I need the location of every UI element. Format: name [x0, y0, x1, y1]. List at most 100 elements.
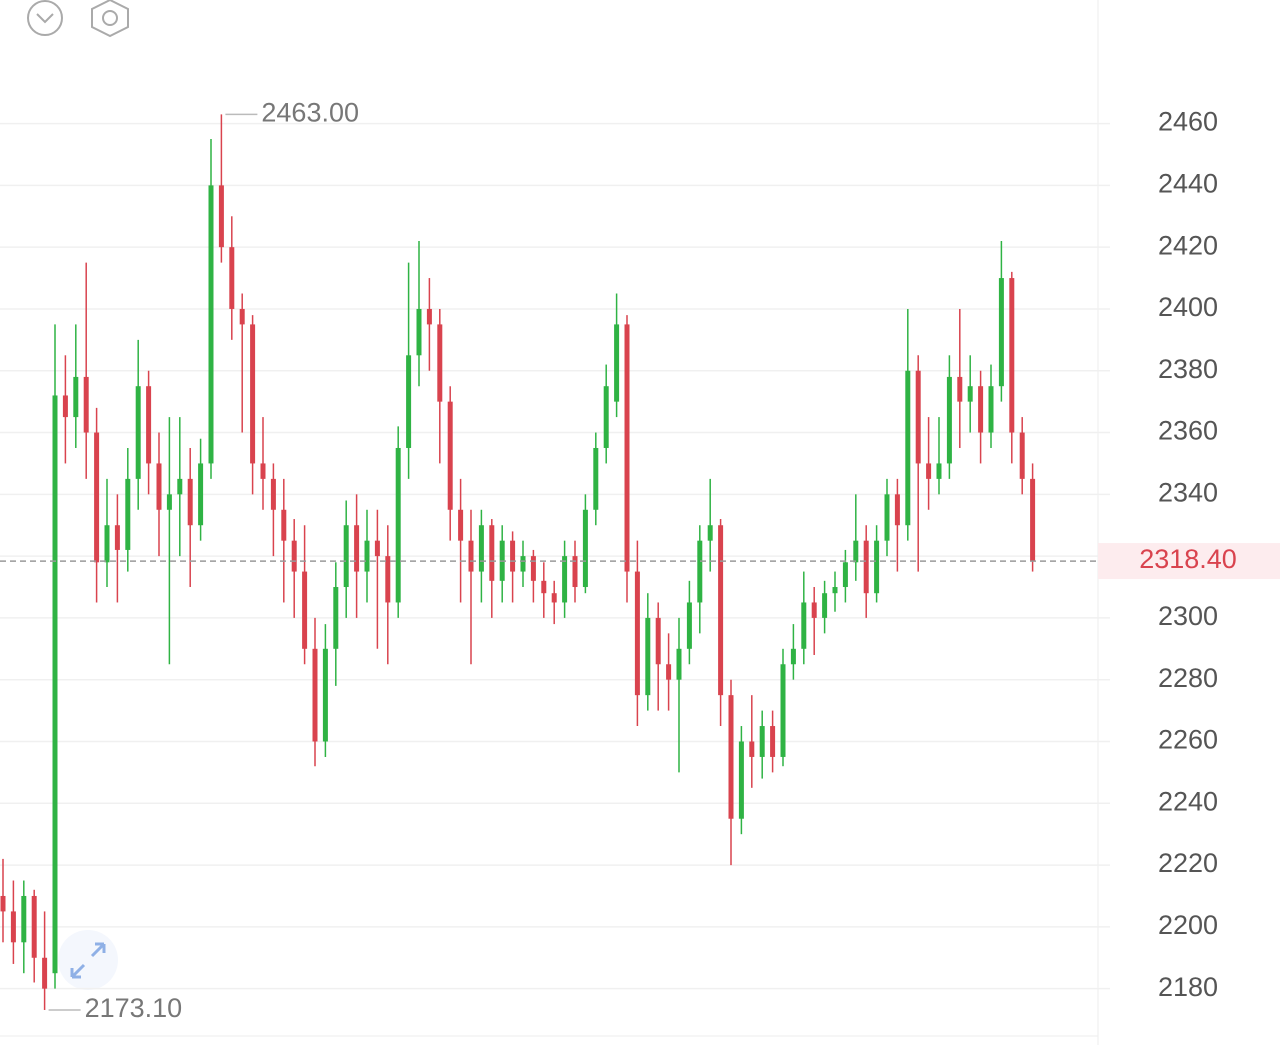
candle-body — [10, 911, 16, 943]
candle-body — [801, 602, 807, 649]
candle-body — [229, 247, 235, 309]
candle-body — [759, 726, 765, 757]
candle-body — [530, 556, 536, 581]
candle-body — [447, 401, 453, 510]
candle-body — [645, 617, 651, 696]
candle-body — [624, 324, 630, 572]
candle-body — [125, 478, 131, 550]
candle-body — [218, 185, 224, 248]
candle-body — [52, 395, 58, 974]
candle-body — [385, 556, 391, 603]
candle-body — [832, 587, 838, 594]
candle-body — [437, 324, 443, 402]
candle-body — [988, 386, 994, 433]
candle-body — [468, 540, 474, 572]
candle-body — [842, 562, 848, 588]
candle-body — [208, 185, 214, 464]
y-tick-label: 2440 — [1158, 168, 1218, 198]
candle-body — [270, 478, 276, 510]
candle-body — [322, 648, 328, 742]
y-tick-label: 2260 — [1158, 725, 1218, 755]
candle-body — [458, 509, 464, 541]
annotation-label: 2463.00 — [261, 97, 359, 127]
candle-body — [291, 540, 297, 572]
y-tick-label: 2180 — [1158, 972, 1218, 1002]
candle-body — [780, 664, 786, 757]
candle-body — [374, 540, 380, 557]
candle-body — [936, 463, 942, 479]
candle-body — [333, 587, 339, 649]
candle-body — [655, 617, 661, 665]
candle-body — [260, 463, 266, 479]
y-tick-label: 2380 — [1158, 354, 1218, 384]
candle-body — [239, 308, 245, 325]
candle-body — [676, 648, 682, 680]
candle-body — [884, 494, 890, 541]
candle-body — [510, 540, 516, 572]
y-tick-label: 2340 — [1158, 477, 1218, 507]
candle-body — [697, 540, 703, 603]
candle-body — [489, 525, 495, 581]
candle-body — [822, 593, 828, 618]
candle-body — [302, 571, 308, 649]
candle-body — [31, 895, 37, 958]
y-tick-label: 2220 — [1158, 848, 1218, 878]
candle-body — [73, 376, 79, 418]
dropdown-icon[interactable] — [27, 0, 63, 36]
candle-body — [603, 386, 609, 448]
candle-body — [915, 370, 921, 464]
y-tick-label: 2400 — [1158, 292, 1218, 322]
candle-body — [146, 386, 152, 464]
candle-body — [905, 370, 911, 526]
candle-body — [426, 308, 432, 325]
candle-body — [114, 525, 120, 550]
plot-area: 2180220022202240226022802300232023402360… — [0, 97, 1280, 1023]
candle-body — [707, 525, 713, 541]
candle-body — [250, 324, 256, 464]
candle-body — [967, 386, 973, 402]
expand-button[interactable] — [58, 930, 118, 990]
last-price-badge — [1098, 543, 1280, 580]
candle-body — [312, 648, 318, 742]
candle-body — [582, 509, 588, 588]
candle-body — [728, 695, 734, 819]
candle-body — [21, 895, 27, 943]
y-tick-label: 2460 — [1158, 107, 1218, 137]
candle-body — [894, 494, 900, 526]
candle-body — [187, 478, 193, 526]
candle-body — [686, 602, 692, 649]
settings-icon[interactable] — [91, 0, 129, 38]
candle-body — [634, 571, 640, 696]
candle-body — [395, 447, 401, 603]
candle-body — [811, 602, 817, 618]
candle-body — [406, 355, 412, 448]
candle-body — [957, 376, 963, 402]
candle-body — [749, 741, 755, 757]
candle-body — [551, 593, 557, 603]
y-tick-label: 2300 — [1158, 601, 1218, 631]
y-tick-label: 2280 — [1158, 663, 1218, 693]
candle-body — [416, 308, 422, 356]
annotation-label: 2173.10 — [85, 993, 183, 1023]
candle-body — [135, 386, 141, 479]
candle-body — [946, 376, 952, 464]
candle-body — [874, 540, 880, 594]
candle-body — [541, 580, 547, 594]
candle-body — [0, 895, 6, 912]
candle-body — [1030, 478, 1036, 562]
candle-body — [978, 386, 984, 433]
candle-body — [198, 463, 204, 526]
candle-body — [562, 556, 568, 603]
candle-body — [1009, 278, 1015, 433]
candle-body — [770, 726, 776, 757]
candle-body — [738, 741, 744, 819]
candle-body — [926, 463, 932, 479]
candle-body — [998, 278, 1004, 387]
candle-body — [572, 556, 578, 588]
candle-body — [281, 509, 287, 541]
candle-body — [364, 540, 370, 572]
candle-body — [1019, 432, 1025, 479]
candle-body — [593, 447, 599, 510]
